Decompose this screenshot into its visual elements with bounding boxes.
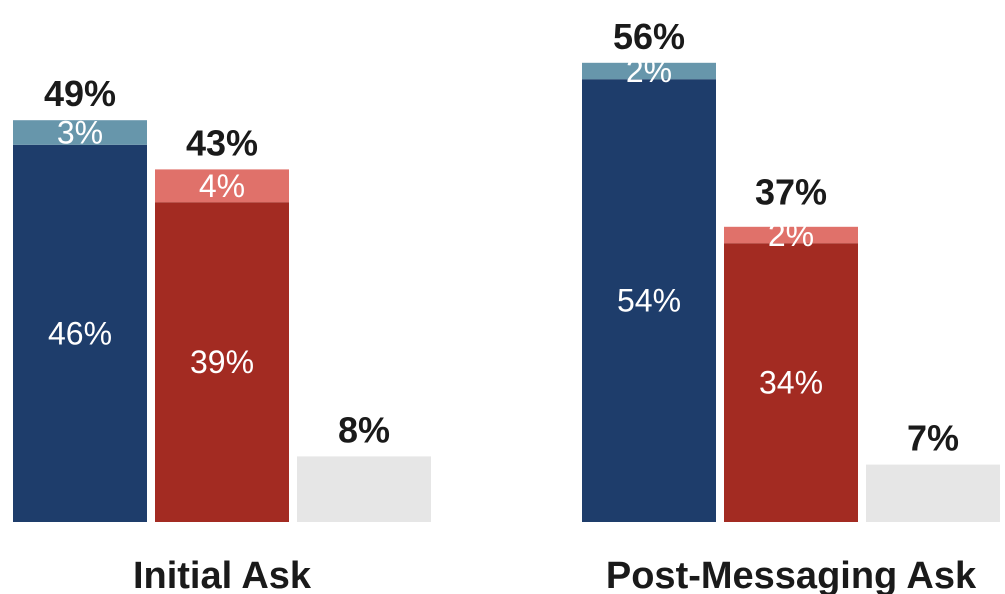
bar-segment-support-base-group-1 xyxy=(13,144,147,523)
bar-total-label: 56% xyxy=(613,16,685,57)
bar-segment-unsure-base-group-1 xyxy=(297,456,431,522)
bar-segment-unsure-base-group-2 xyxy=(866,464,1000,522)
segment-value-label: 3% xyxy=(57,115,103,151)
segment-value-label: 4% xyxy=(199,168,245,204)
segment-value-label: 2% xyxy=(626,53,672,89)
segment-value-label: 54% xyxy=(617,283,681,319)
bar-total-label: 49% xyxy=(44,73,116,114)
segment-value-label: 46% xyxy=(48,315,112,351)
bar-segment-support-top-group-1 xyxy=(13,120,147,145)
category-label: Post-Messaging Ask xyxy=(606,555,977,594)
bar-total-label: 37% xyxy=(755,172,827,213)
bar-segment-oppose-base-group-2 xyxy=(724,243,858,522)
segment-value-label: 2% xyxy=(768,217,814,253)
bar-segment-support-base-group-2 xyxy=(582,79,716,522)
bar-segment-oppose-top-group-1 xyxy=(155,169,289,203)
bar-segment-support-top-group-2 xyxy=(582,62,716,80)
segment-value-label: 39% xyxy=(190,344,254,380)
category-label: Initial Ask xyxy=(133,555,312,594)
bar-total-label: 7% xyxy=(907,418,959,459)
segment-value-label: 34% xyxy=(759,365,823,401)
bar-total-label: 43% xyxy=(186,122,258,163)
bar-total-label: 8% xyxy=(338,409,390,450)
bar-segment-oppose-top-group-2 xyxy=(724,226,858,244)
bar-segment-oppose-base-group-1 xyxy=(155,202,289,522)
